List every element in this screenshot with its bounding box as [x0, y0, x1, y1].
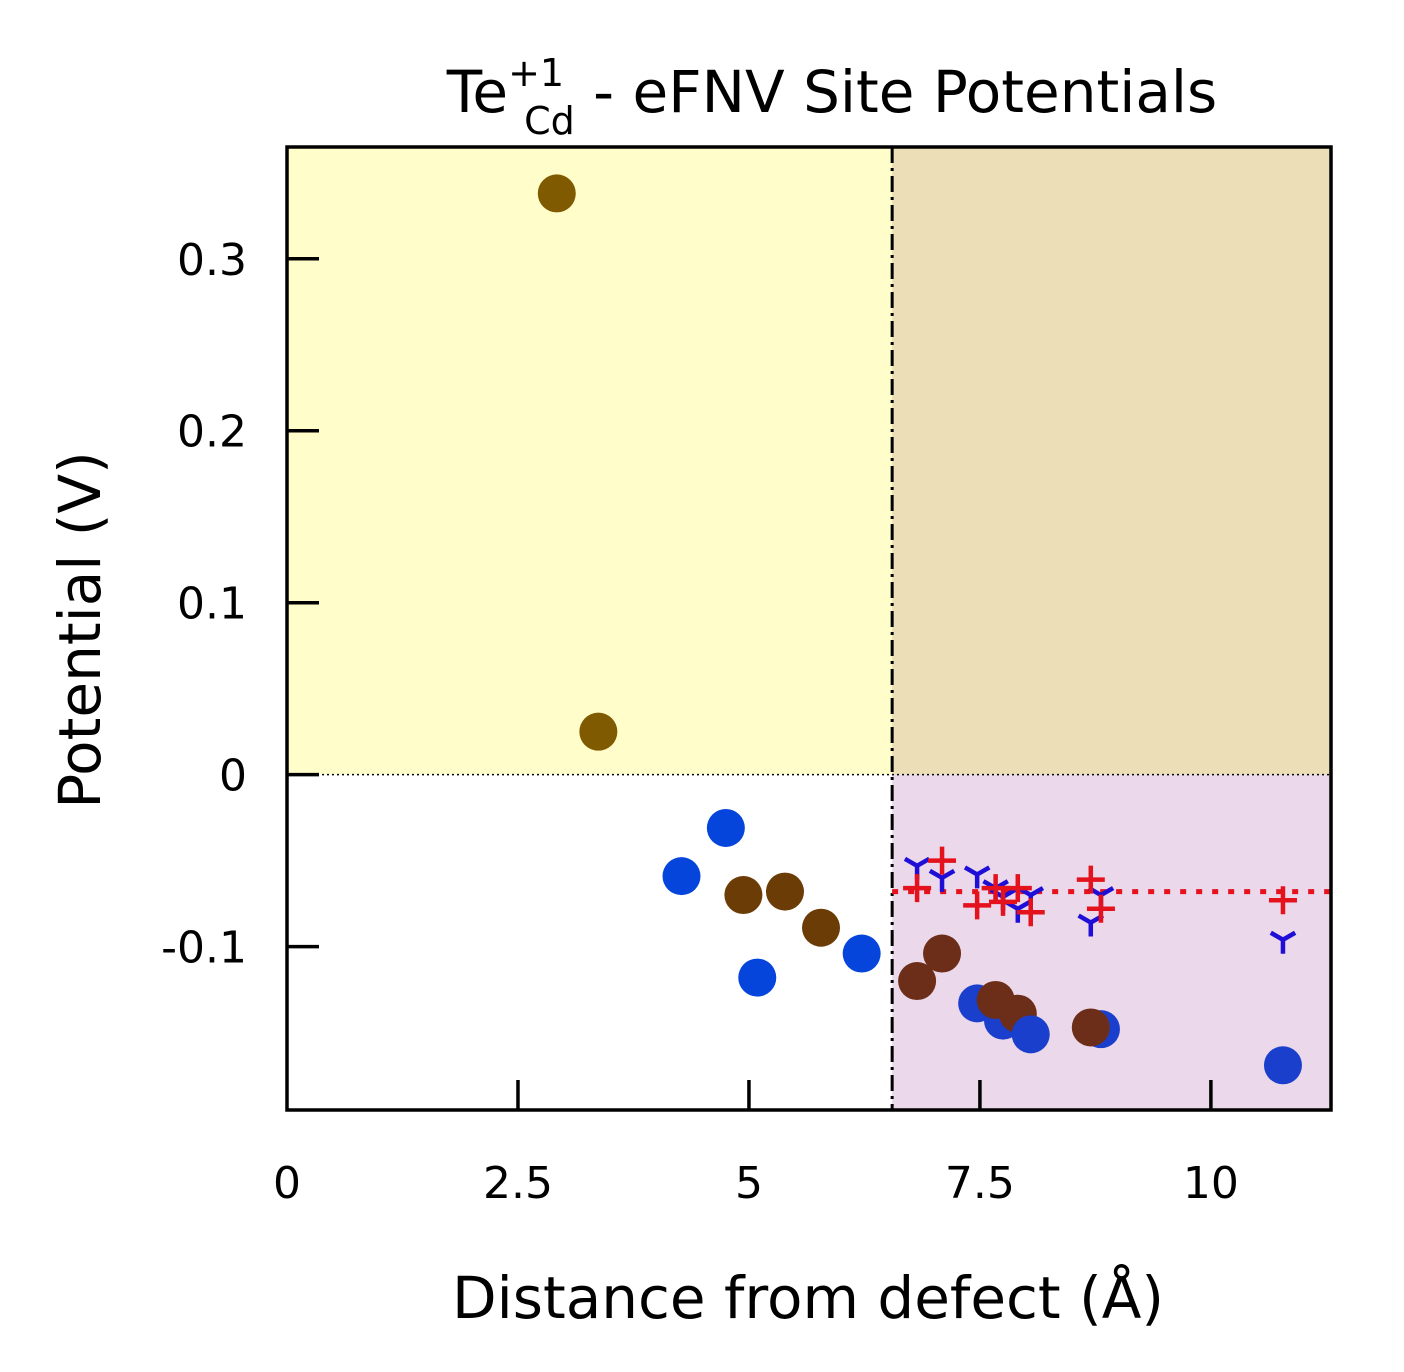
data-points [537, 174, 1302, 1085]
background-regions [287, 147, 1331, 1110]
x-tick-label-2: 5 [735, 1158, 763, 1209]
title-base: Te [446, 58, 508, 126]
data-point-s0-1 [579, 712, 618, 751]
region-positive-unsampled [287, 147, 893, 775]
data-point-s0-6 [765, 872, 804, 911]
y-tick-label-0: -0.1 [161, 923, 247, 974]
title-subscript: Cd [524, 99, 575, 143]
region-negative-unsampled [287, 774, 893, 1110]
data-point-s0-5 [738, 958, 777, 997]
chart-title: Te+1 Cd - eFNV Site Potentials [446, 51, 1217, 143]
data-point-s2-7 [1076, 865, 1105, 894]
data-point-s0-15 [1011, 1015, 1050, 1054]
data-point-s0-4 [724, 876, 763, 915]
x-tick-label-4: 10 [1183, 1158, 1239, 1209]
x-tick-label-0: 0 [273, 1158, 301, 1209]
data-point-s2-5 [1003, 874, 1032, 903]
data-point-s2-9 [1268, 886, 1297, 915]
data-point-s2-6 [1016, 898, 1045, 927]
x-axis-label: Distance from defect (Å) [452, 1263, 1164, 1332]
data-point-s2-1 [928, 846, 957, 875]
data-point-s1-2 [963, 865, 991, 889]
data-point-s0-2 [662, 857, 701, 896]
data-point-s0-10 [923, 934, 962, 973]
data-point-s0-18 [1263, 1046, 1302, 1085]
data-point-s0-3 [706, 808, 745, 847]
data-point-s1-9 [1269, 930, 1297, 954]
y-tick-label-1: 0 [219, 751, 247, 802]
data-point-s0-7 [802, 908, 841, 947]
region-negative-sampled [892, 774, 1331, 1110]
y-axis-label: Potential (V) [46, 451, 114, 808]
y-tick-label-4: 0.3 [177, 235, 247, 286]
data-point-s2-0 [903, 874, 932, 903]
data-point-s0-0 [537, 174, 576, 213]
y-tick-label-3: 0.2 [177, 407, 247, 458]
data-point-s2-2 [963, 891, 992, 920]
data-point-s0-17 [1071, 1008, 1110, 1047]
data-point-s2-8 [1086, 894, 1115, 923]
data-point-s0-9 [898, 962, 937, 1001]
data-point-s1-1 [928, 868, 956, 892]
axis-ticks: 0 2.5 5 7.5 10 -0.1 0 0.1 0.2 0.3 [161, 235, 1239, 1209]
title-superscript: +1 [508, 51, 564, 95]
title-rest: - eFNV Site Potentials [575, 58, 1217, 126]
data-point-s0-8 [842, 934, 881, 973]
x-tick-label-3: 7.5 [945, 1158, 1015, 1209]
plot-frame [285, 145, 1333, 1112]
data-point-s2-4 [989, 887, 1018, 916]
x-tick-label-1: 2.5 [483, 1158, 553, 1209]
region-positive-sampled [892, 147, 1331, 775]
y-tick-label-2: 0.1 [177, 579, 247, 630]
reference-lines [287, 147, 1331, 1110]
